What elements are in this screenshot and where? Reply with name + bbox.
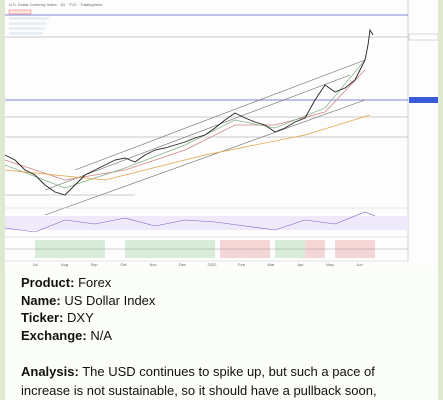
x-axis-label: Mar — [268, 262, 276, 267]
moving-average — [5, 69, 366, 181]
x-axis-label: Feb — [238, 262, 246, 267]
legend-line — [9, 32, 43, 35]
field-label: Exchange: — [21, 327, 87, 343]
price-line — [5, 28, 374, 196]
x-axis-label: Jun — [356, 262, 362, 267]
field-row: Product: Forex — [21, 274, 111, 291]
x-axis-labels: Jul Aug Sep Oct Nov Dec 2022 Feb Mar Apr May Jun — [32, 262, 362, 267]
rsi-band — [5, 216, 408, 230]
analysis-label: Analysis: — [21, 364, 79, 379]
field-value: N/A — [90, 327, 113, 343]
field-label: Product: — [21, 275, 75, 290]
chart-title: U.S. Dollar Currency Index · 1D · TVC · … — [9, 2, 102, 7]
chart-screenshot: U.S. Dollar Currency Index · 1D · TVC · … — [5, 0, 438, 268]
price-tag — [409, 97, 438, 103]
x-axis-label: 2022 — [208, 262, 218, 267]
badge — [8, 9, 32, 15]
rsi-line — [5, 211, 376, 233]
field-row: Exchange: N/A — [21, 327, 112, 344]
moving-average — [5, 114, 371, 181]
field-value: Forex — [78, 275, 112, 290]
levels — [5, 36, 408, 196]
field-value: US Dollar Index — [64, 292, 156, 308]
analysis: Analysis: The USD continues to spike up,… — [21, 362, 426, 400]
field-label: Name: — [21, 292, 61, 308]
analysis-text: The USD continues to spike up, but such … — [21, 364, 377, 398]
legend-line — [9, 22, 47, 25]
x-axis-label: May — [326, 262, 334, 267]
field-row: Ticker: DXY — [21, 309, 94, 326]
channel — [44, 59, 366, 216]
x-axis-label: Sep — [90, 262, 98, 267]
field-label: Ticker: — [21, 310, 64, 325]
legend-line — [9, 17, 49, 20]
x-axis-label: Nov — [149, 262, 156, 267]
x-axis-label: Dec — [179, 262, 186, 267]
x-axis-label: Apr — [297, 262, 304, 267]
field-value: DXY — [67, 310, 94, 325]
field-row: Name: US Dollar Index — [21, 292, 155, 309]
legend-line — [9, 27, 45, 30]
x-axis-label: Aug — [61, 262, 68, 267]
price-tag — [408, 33, 438, 41]
x-axis-label: Jul — [32, 262, 37, 267]
x-axis-label: Oct — [120, 262, 127, 267]
post-card: Product: Forex Name: US Dollar Index Ticke… — [5, 268, 438, 400]
